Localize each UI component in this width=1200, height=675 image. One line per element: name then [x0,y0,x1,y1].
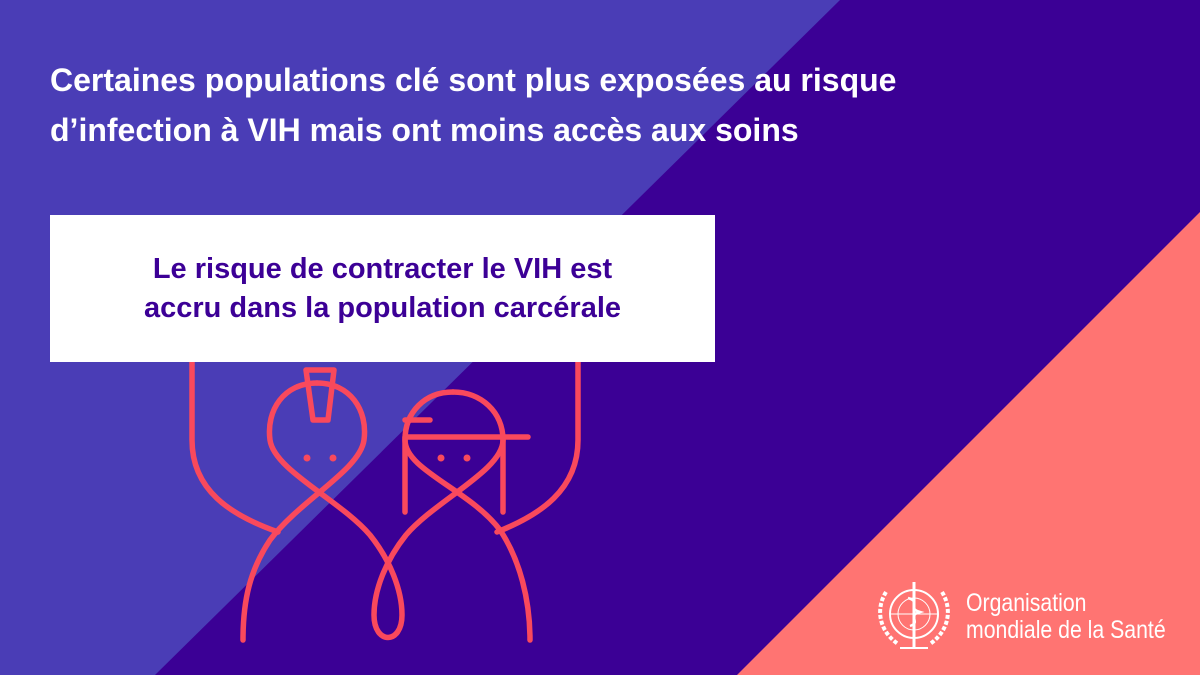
cap-icon [402,417,531,515]
protest-sign: Le risque de contracter le VIH est accru… [50,215,715,362]
who-emblem-icon [878,582,950,649]
right-arm [494,350,581,535]
sign-line-2: accru dans la population carcérale [143,291,622,324]
eyes [303,454,471,462]
who-logo-text: Organisation mondiale de la Santé [966,590,1166,644]
left-figure-body [240,380,368,643]
linked-bodies-loop [266,380,506,641]
left-arm [189,350,281,535]
mohawk-icon [303,367,337,423]
who-logo: Organisation mondiale de la Santé [870,578,1200,656]
logo-line-2: mondiale de la Santé [966,616,1166,644]
background-corner-triangle [737,212,1200,675]
headline-line-2: d’infection à VIH mais ont moins accès a… [50,112,799,148]
headline-line-1: Certaines populations clé sont plus expo… [50,62,897,98]
right-figure-body [402,389,533,643]
sign-line-1: Le risque de contracter le VIH est [152,252,613,285]
headline: Certaines populations clé sont plus expo… [50,55,1170,155]
logo-line-1: Organisation [966,589,1087,617]
